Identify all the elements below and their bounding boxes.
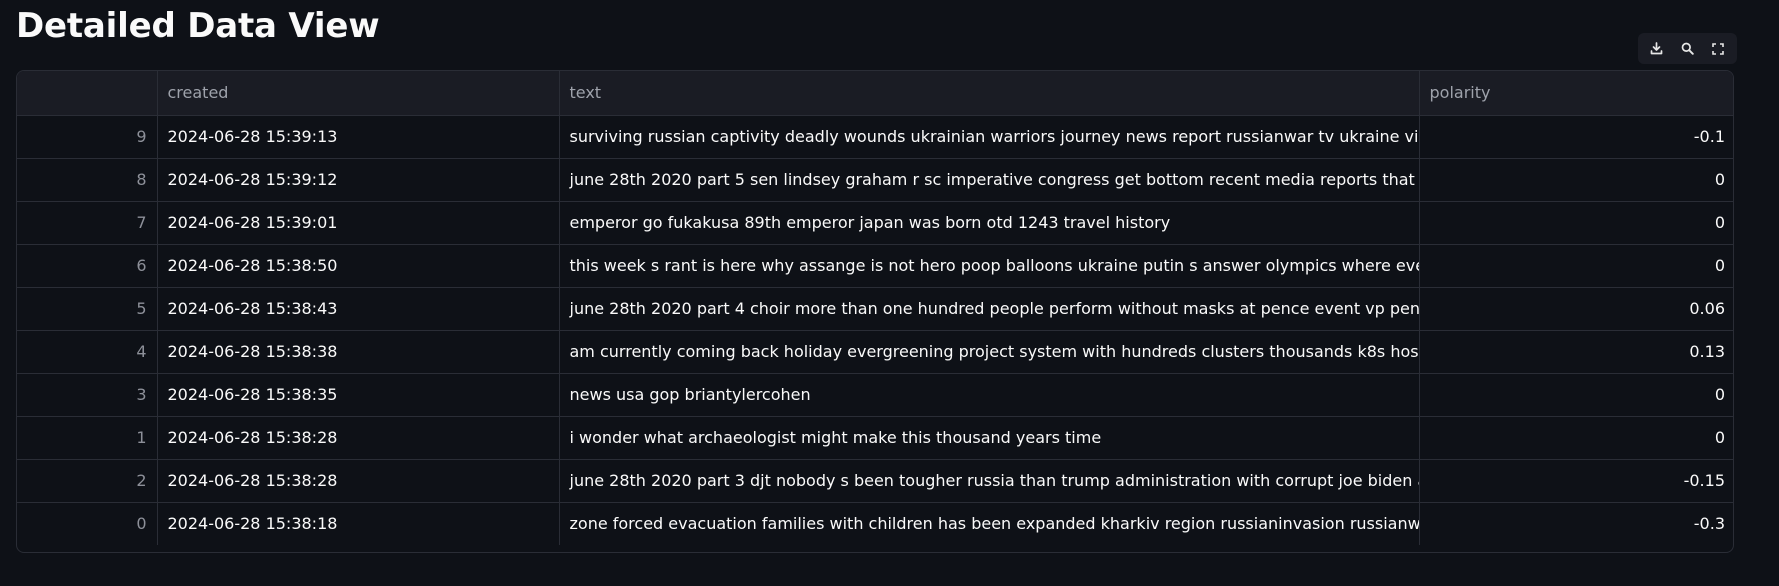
polarity-cell[interactable]: -0.3 [1419, 502, 1733, 545]
polarity-cell[interactable]: 0 [1419, 244, 1733, 288]
row-index-cell[interactable]: 4 [17, 330, 158, 374]
text-cell[interactable]: am currently coming back holiday evergre… [559, 330, 1420, 374]
table-row: 8 2024-06-28 15:39:12 june 28th 2020 par… [17, 158, 1733, 202]
table-row: 0 2024-06-28 15:38:18 zone forced evacua… [17, 502, 1733, 545]
polarity-cell[interactable]: -0.1 [1419, 115, 1733, 159]
text-cell[interactable]: zone forced evacuation families with chi… [559, 502, 1420, 545]
search-button[interactable] [1676, 37, 1700, 61]
download-button[interactable] [1645, 37, 1669, 61]
search-icon [1681, 42, 1694, 55]
table-row: 4 2024-06-28 15:38:38 am currently comin… [17, 330, 1733, 374]
row-index-cell[interactable]: 7 [17, 201, 158, 245]
created-cell[interactable]: 2024-06-28 15:38:50 [157, 244, 560, 288]
table-row: 6 2024-06-28 15:38:50 this week s rant i… [17, 244, 1733, 288]
row-index-cell[interactable]: 3 [17, 373, 158, 417]
table-row: 9 2024-06-28 15:39:13 surviving russian … [17, 115, 1733, 159]
dataframe-toolbar [1638, 33, 1737, 64]
row-index-cell[interactable]: 2 [17, 459, 158, 503]
row-index-cell[interactable]: 8 [17, 158, 158, 202]
created-cell[interactable]: 2024-06-28 15:38:28 [157, 459, 560, 503]
table-row: 1 2024-06-28 15:38:28 i wonder what arch… [17, 416, 1733, 460]
column-header-text[interactable]: text [559, 71, 1420, 116]
text-cell[interactable]: emperor go fukakusa 89th emperor japan w… [559, 201, 1420, 245]
polarity-cell[interactable]: 0.06 [1419, 287, 1733, 331]
table-header-row: created text polarity [17, 71, 1733, 116]
table-row: 5 2024-06-28 15:38:43 june 28th 2020 par… [17, 287, 1733, 331]
fullscreen-icon [1712, 42, 1725, 55]
text-cell[interactable]: june 28th 2020 part 3 djt nobody s been … [559, 459, 1420, 503]
table-row: 2 2024-06-28 15:38:28 june 28th 2020 par… [17, 459, 1733, 503]
created-cell[interactable]: 2024-06-28 15:38:38 [157, 330, 560, 374]
text-cell[interactable]: june 28th 2020 part 4 choir more than on… [559, 287, 1420, 331]
row-index-cell[interactable]: 9 [17, 115, 158, 159]
polarity-cell[interactable]: 0 [1419, 158, 1733, 202]
polarity-cell[interactable]: -0.15 [1419, 459, 1733, 503]
created-cell[interactable]: 2024-06-28 15:38:28 [157, 416, 560, 460]
text-cell[interactable]: this week s rant is here why assange is … [559, 244, 1420, 288]
column-header-polarity[interactable]: polarity [1419, 71, 1733, 116]
created-cell[interactable]: 2024-06-28 15:39:01 [157, 201, 560, 245]
created-cell[interactable]: 2024-06-28 15:39:12 [157, 158, 560, 202]
polarity-cell[interactable]: 0 [1419, 416, 1733, 460]
polarity-cell[interactable]: 0 [1419, 201, 1733, 245]
table-row: 3 2024-06-28 15:38:35 news usa gop brian… [17, 373, 1733, 417]
text-cell[interactable]: june 28th 2020 part 5 sen lindsey graham… [559, 158, 1420, 202]
fullscreen-button[interactable] [1706, 37, 1730, 61]
text-cell[interactable]: news usa gop briantylercohen [559, 373, 1420, 417]
text-cell[interactable]: i wonder what archaeologist might make t… [559, 416, 1420, 460]
row-index-cell[interactable]: 6 [17, 244, 158, 288]
column-header-created[interactable]: created [157, 71, 560, 116]
created-cell[interactable]: 2024-06-28 15:38:18 [157, 502, 560, 545]
text-cell[interactable]: surviving russian captivity deadly wound… [559, 115, 1420, 159]
created-cell[interactable]: 2024-06-28 15:39:13 [157, 115, 560, 159]
row-index-cell[interactable]: 1 [17, 416, 158, 460]
polarity-cell[interactable]: 0.13 [1419, 330, 1733, 374]
polarity-cell[interactable]: 0 [1419, 373, 1733, 417]
data-table[interactable]: created text polarity 9 2024-06-28 15:39… [16, 70, 1734, 553]
row-index-cell[interactable]: 5 [17, 287, 158, 331]
row-index-cell[interactable]: 0 [17, 502, 158, 545]
created-cell[interactable]: 2024-06-28 15:38:35 [157, 373, 560, 417]
column-header-index[interactable] [17, 71, 158, 116]
created-cell[interactable]: 2024-06-28 15:38:43 [157, 287, 560, 331]
table-row: 7 2024-06-28 15:39:01 emperor go fukakus… [17, 201, 1733, 245]
download-icon [1650, 42, 1663, 55]
page-title: Detailed Data View [16, 6, 380, 46]
